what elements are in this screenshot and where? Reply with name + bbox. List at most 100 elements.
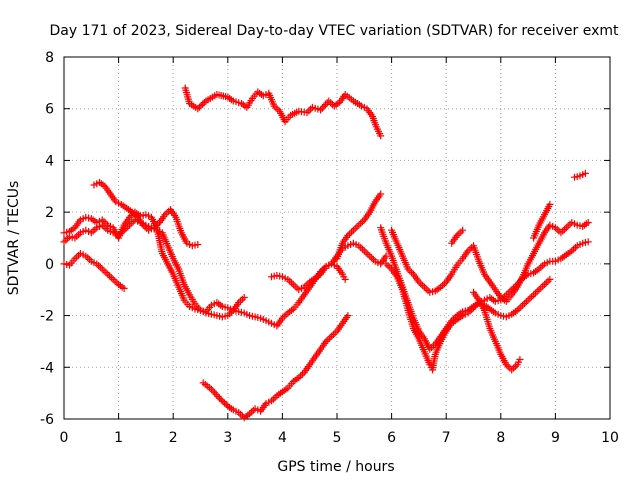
data-point [200,99,208,106]
data-point [440,280,448,288]
data-point [459,226,467,234]
y-tick-label: 2 [45,205,54,221]
data-point [194,105,202,113]
data-point [307,105,315,113]
data-point [559,227,567,235]
data-point [508,366,516,374]
data-point [195,103,203,111]
x-tick-label: 1 [114,430,123,446]
data-point [561,225,568,233]
data-point [120,284,128,292]
data-point [584,238,592,246]
series-arc-j [448,226,467,247]
y-tick-label: -4 [40,360,54,376]
data-point [546,200,554,208]
y-tick-label: -2 [40,309,54,325]
data-point [89,227,97,235]
y-axis-title: SDTVAR / TECUs [6,181,22,296]
data-point [216,394,224,402]
data-point [289,281,297,288]
data-point [107,274,115,282]
data-point [214,393,222,400]
data-point [541,281,548,288]
data-point [359,245,366,253]
x-axis-title: GPS time / hours [277,459,394,475]
data-point [359,218,366,226]
data-point [106,272,113,280]
data-point [351,225,359,232]
data-point [516,356,524,363]
series-arc-f [333,190,385,263]
data-point [353,223,361,231]
data-point [542,279,550,287]
data-point [562,224,570,232]
data-point [209,387,217,395]
data-point [298,370,306,378]
data-point [422,285,430,293]
data-point [517,303,525,311]
y-tick-labels: -6 -4 -2 0 2 4 6 8 [40,50,54,428]
series-arc-e [268,260,349,294]
data-point [584,219,592,226]
data-point [62,236,70,244]
data-series [60,84,592,422]
data-point [326,334,334,342]
x-tick-label: 8 [496,430,505,446]
series-arc-m [571,169,589,181]
data-point [86,256,93,263]
data-point [217,396,225,404]
y-tick-label: 4 [45,153,54,169]
data-point [240,294,248,301]
data-point [219,397,227,405]
data-point [369,256,377,263]
x-tick-label: 3 [223,430,232,446]
data-point [344,312,352,320]
data-point [280,312,288,320]
data-point [360,247,368,255]
data-point [221,399,228,407]
series-arc-l [530,200,554,242]
data-point [424,287,432,295]
x-tick-label: 4 [278,430,287,446]
series-arc-bottom [199,312,352,422]
series-arc-top [181,84,385,140]
data-point [533,287,541,295]
series-arc-g [377,224,592,353]
x-tick-labels: 0 1 2 3 4 5 6 7 8 9 10 [60,430,619,446]
series-arc-d [60,250,128,292]
data-point [544,277,552,285]
series-arc-i [388,219,592,305]
data-point [377,132,385,140]
chart-title: Day 171 of 2023, Sidereal Day-to-day VTE… [50,23,620,39]
data-point [368,254,376,262]
series-arc-c [90,178,202,250]
data-point [271,394,279,401]
y-tick-label: -6 [40,412,54,428]
x-tick-label: 2 [169,430,178,446]
series-arc-k [470,288,524,374]
x-tick-label: 10 [601,430,619,446]
data-point [320,102,328,110]
series-arc-b [60,208,390,330]
y-tick-label: 0 [45,257,54,273]
x-tick-label: 6 [387,430,396,446]
data-point [197,102,205,110]
x-tick-label: 5 [333,430,342,446]
y-tick-label: 8 [45,50,54,66]
data-point [98,265,106,273]
data-point [199,100,207,108]
grid-lines [64,57,610,419]
data-point [417,280,425,288]
data-point [535,286,543,294]
data-point [318,104,326,112]
data-point [104,270,112,278]
data-point [212,391,220,399]
data-point [349,226,357,234]
data-point [211,389,219,397]
data-point [331,329,339,337]
data-point [526,294,534,302]
data-point [362,249,370,257]
x-tick-label: 0 [60,430,69,446]
data-point [325,97,333,105]
data-point [531,289,539,297]
